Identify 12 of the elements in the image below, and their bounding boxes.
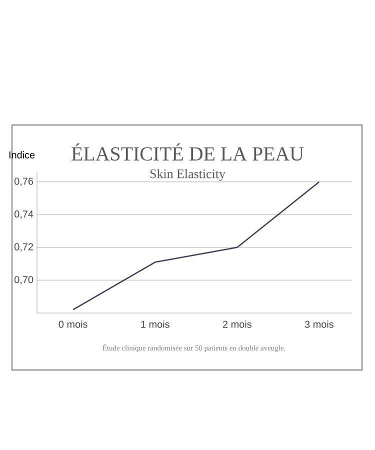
y-tick-label: 0,74	[14, 210, 34, 219]
x-tick-label: 3 mois	[304, 320, 334, 328]
y-tick-label: 0,76	[14, 178, 34, 186]
x-tick-label: 2 mois	[222, 320, 252, 328]
line-series	[72, 181, 320, 310]
x-tick-label: 0 mois	[58, 320, 88, 328]
y-tick-label: 0,70	[14, 276, 34, 284]
y-axis-title: Indice	[9, 151, 35, 158]
x-tick-label: 1 mois	[141, 320, 170, 328]
chart-subtitle: Skin Elasticity	[150, 169, 226, 181]
y-tick-label: 0,72	[14, 243, 33, 252]
chart-title: ÉLASTICITÉ DE LA PEAU	[72, 143, 304, 161]
